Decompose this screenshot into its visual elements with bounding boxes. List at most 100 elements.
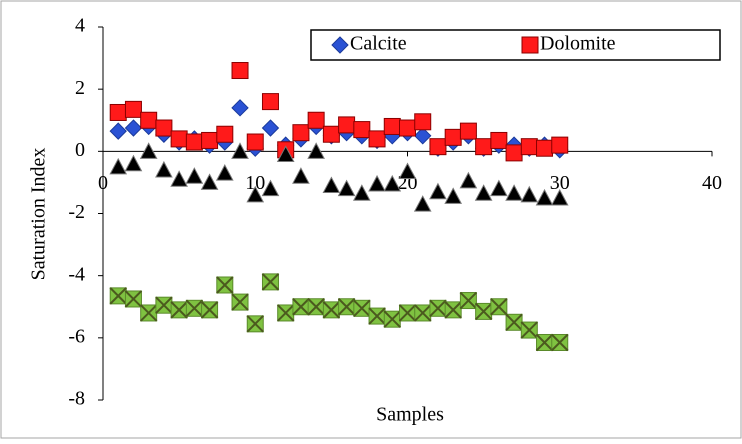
point — [307, 111, 325, 129]
point — [124, 100, 142, 118]
point — [231, 62, 249, 80]
point — [551, 136, 569, 154]
x-tick-label: 40 — [702, 172, 722, 194]
point — [413, 195, 432, 212]
point — [353, 121, 371, 139]
point — [246, 315, 264, 333]
y-tick-label: 2 — [75, 77, 85, 99]
point — [124, 119, 143, 137]
point — [109, 157, 128, 175]
point — [535, 188, 554, 206]
legend-label: Calcite — [350, 33, 407, 55]
point — [124, 154, 143, 172]
point — [231, 142, 249, 159]
point — [429, 299, 447, 318]
x-tick-label: 10 — [245, 172, 265, 194]
point — [276, 145, 295, 162]
legend-label: Dolomite — [540, 33, 616, 55]
point — [322, 125, 340, 143]
legend-box — [310, 29, 721, 61]
point — [337, 298, 356, 316]
point — [276, 304, 295, 322]
y-tick-label: -8 — [68, 388, 85, 410]
y-tick-label: -6 — [68, 325, 85, 347]
point — [368, 174, 386, 192]
point — [459, 291, 478, 310]
legend-marker — [521, 36, 539, 54]
point — [398, 162, 417, 180]
point — [429, 182, 447, 200]
point — [490, 179, 508, 197]
point — [155, 119, 173, 137]
point — [398, 304, 417, 322]
point — [109, 103, 127, 121]
point — [505, 144, 523, 162]
point — [444, 301, 462, 319]
point — [353, 299, 371, 318]
point — [307, 298, 325, 316]
point — [216, 125, 234, 143]
x-axis-label: Samples — [376, 404, 444, 426]
point — [535, 333, 554, 352]
point — [185, 167, 204, 184]
y-axis-label: Saturation Index — [28, 148, 50, 281]
point — [170, 301, 188, 319]
point — [261, 93, 279, 111]
point — [109, 287, 127, 305]
point — [414, 113, 432, 131]
point — [155, 296, 173, 314]
point — [292, 167, 310, 184]
x-tick-label: 0 — [98, 172, 108, 194]
point — [215, 164, 234, 181]
point — [200, 301, 219, 319]
point — [307, 142, 325, 159]
point — [139, 304, 158, 322]
point — [444, 128, 462, 146]
point — [536, 139, 554, 157]
point — [505, 313, 523, 331]
point — [490, 298, 508, 316]
point — [550, 188, 569, 206]
point — [155, 160, 173, 178]
point — [261, 273, 280, 291]
point — [459, 171, 478, 189]
point — [459, 122, 477, 140]
point — [246, 133, 264, 151]
point — [292, 124, 310, 142]
y-tick-label: -2 — [68, 201, 85, 223]
point — [170, 130, 188, 148]
point — [368, 307, 386, 325]
point — [140, 111, 158, 129]
point — [368, 130, 386, 148]
point — [383, 310, 401, 328]
point — [231, 99, 249, 117]
point — [261, 119, 280, 137]
point — [490, 131, 508, 149]
point — [474, 302, 493, 321]
point — [201, 131, 219, 149]
point — [261, 179, 280, 197]
point — [520, 321, 539, 339]
point — [322, 176, 341, 194]
point — [124, 290, 143, 308]
point — [338, 116, 356, 134]
point — [414, 127, 432, 145]
point — [216, 276, 234, 294]
point — [185, 299, 204, 318]
point — [352, 184, 371, 201]
y-tick-label: 4 — [75, 15, 85, 37]
point — [429, 138, 447, 156]
point — [383, 117, 401, 135]
y-tick-label: -4 — [68, 263, 85, 285]
y-tick-label: 0 — [75, 139, 85, 161]
point — [520, 138, 538, 156]
point — [474, 184, 493, 201]
point — [444, 187, 463, 204]
point — [231, 293, 249, 311]
point — [337, 179, 356, 197]
point — [185, 133, 203, 151]
point — [109, 122, 127, 140]
point — [200, 173, 219, 190]
